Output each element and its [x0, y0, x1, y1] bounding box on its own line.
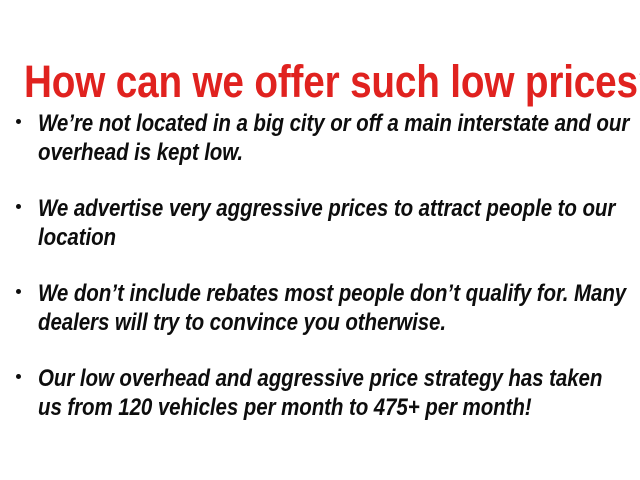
list-item-label: Our low overhead and aggressive price st… [38, 365, 603, 421]
bullet-point-icon [16, 119, 21, 124]
list-item-label: We’re not located in a big city or off a… [38, 110, 630, 166]
page-title: How can we offer such low prices? [24, 56, 640, 108]
list-item: We don’t include rebates most people don… [10, 280, 630, 337]
list-item-label: We don’t include rebates most people don… [38, 280, 627, 336]
bullet-point-icon [16, 289, 21, 294]
bullet-point-icon [16, 374, 21, 379]
list-item: We advertise very aggressive prices to a… [10, 195, 630, 252]
list-item: Our low overhead and aggressive price st… [10, 365, 630, 422]
list-item: We’re not located in a big city or off a… [10, 110, 630, 167]
list-item-label: We advertise very aggressive prices to a… [38, 195, 616, 251]
bullet-point-icon [16, 204, 21, 209]
bullet-list: We’re not located in a big city or off a… [10, 110, 630, 422]
